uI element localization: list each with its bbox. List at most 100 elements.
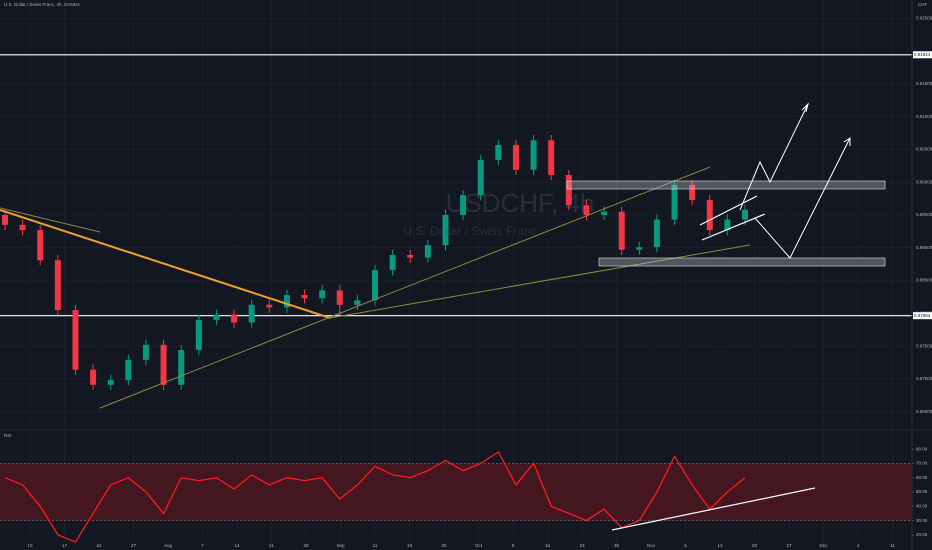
rsi-tick-label: 30.00: [916, 518, 928, 523]
y-tick-label: 0.92500: [916, 16, 932, 21]
zone: [598, 257, 886, 267]
y-tick-label: 0.90000: [916, 179, 932, 184]
x-tick-label: 10: [27, 543, 33, 548]
x-tick-label: 20: [752, 543, 758, 548]
x-tick-label: 23: [579, 543, 585, 548]
x-tick-label: 14: [234, 543, 240, 548]
level-label-box: [913, 312, 932, 320]
x-tick-label: 24: [96, 543, 102, 548]
candle-body: [178, 350, 185, 385]
x-tick-label: Nov: [647, 543, 656, 548]
rsi-tick-label: 40.00: [916, 503, 928, 508]
candle-body: [283, 294, 290, 308]
y-tick-label: 0.91000: [916, 114, 932, 119]
candle-body: [336, 290, 343, 305]
x-tick-label: Aug: [164, 543, 173, 548]
candle-body: [354, 300, 361, 305]
x-tick-label: 6: [684, 543, 687, 548]
candle-body: [19, 224, 26, 231]
candle-body: [512, 144, 519, 170]
candle-body: [231, 314, 238, 323]
x-tick-label: 7: [201, 543, 204, 548]
candle-body: [248, 304, 255, 323]
arrow-head: [801, 102, 809, 113]
candle-body: [442, 215, 449, 246]
candle-body: [742, 209, 748, 220]
candle-body: [671, 184, 678, 220]
candle-body: [195, 319, 202, 351]
trend-line: [329, 244, 751, 319]
x-tick-label: Sep: [336, 543, 345, 548]
candle-body: [142, 344, 149, 360]
candle-body: [407, 254, 414, 258]
y-tick-label: 0.87000: [916, 376, 932, 381]
x-tick-label: 21: [269, 543, 275, 548]
candle-body: [636, 247, 643, 250]
level-label: 0.87964: [914, 313, 931, 318]
rsi-band: [0, 463, 912, 521]
y-tick-label: 0.86500: [916, 409, 932, 414]
y-tick-label: 0.91500: [916, 81, 932, 86]
y-tick-label: 0.90500: [916, 147, 932, 152]
trend-line: [0, 207, 101, 233]
candle-body: [213, 314, 220, 320]
x-tick-label: 27: [131, 543, 137, 548]
x-tick-label: 28: [303, 543, 309, 548]
candle-body: [266, 304, 273, 308]
chart-title: U.S. Dollar / Swiss Franc, 4h, OANDA: [4, 2, 80, 7]
rsi-tick-label: 60.00: [916, 475, 928, 480]
x-tick-label: 13: [717, 543, 723, 548]
candle-body: [601, 211, 608, 215]
candle-body: [2, 215, 8, 225]
candle-body: [54, 260, 61, 311]
x-tick-label: 27: [786, 543, 792, 548]
currency: CHF: [918, 2, 927, 7]
candle-body: [372, 270, 378, 301]
x-tick-label: Dec: [819, 543, 828, 548]
candle-body: [689, 184, 696, 200]
candle-body: [389, 254, 396, 271]
y-tick-label: 0.89000: [916, 245, 932, 250]
y-tick-label: 0.89500: [916, 212, 932, 217]
channel-line: [701, 213, 766, 241]
candle-body: [548, 140, 555, 176]
channel-line: [699, 195, 758, 226]
candle-body: [301, 294, 308, 299]
y-tick-label: 0.88500: [916, 278, 932, 283]
candle-body: [319, 290, 326, 299]
x-tick-label: 11: [890, 543, 895, 548]
rsi-tick-label: 50.00: [916, 489, 928, 494]
zone: [566, 180, 886, 190]
level-label: 0.91944: [914, 52, 931, 57]
x-tick-label: 17: [62, 543, 68, 548]
x-tick-label: Oct: [475, 543, 483, 548]
drawings: [0, 102, 886, 531]
candle-body: [583, 205, 590, 215]
watermark-subtitle: U.S. Dollar / Swiss Franc: [403, 224, 536, 238]
candle-body: [90, 369, 97, 385]
arrow-head: [843, 137, 851, 146]
trend-line: [0, 209, 331, 319]
candle-body: [160, 344, 167, 385]
x-tick-label: 11: [373, 543, 378, 548]
rsi-tick-label: 20.00: [916, 532, 928, 537]
candle-body: [706, 199, 713, 231]
x-tick-label: 9: [512, 543, 515, 548]
candle-body: [107, 380, 114, 385]
level-label-box: [913, 51, 932, 59]
rsi-label: RSI: [4, 433, 12, 438]
candle-body: [653, 219, 660, 248]
x-tick-label: 25: [441, 543, 447, 548]
candle-body: [37, 230, 44, 261]
rsi-tick-label: 70.00: [916, 461, 928, 466]
candle-body: [477, 159, 484, 196]
candle-body: [72, 310, 79, 370]
marks: [0, 54, 912, 543]
x-tick-label: 30: [614, 543, 620, 548]
candle-body: [530, 140, 537, 170]
candle-body: [495, 144, 502, 160]
candle-body: [724, 219, 731, 231]
x-tick-label: 18: [407, 543, 413, 548]
projection-arrow: [739, 103, 809, 211]
